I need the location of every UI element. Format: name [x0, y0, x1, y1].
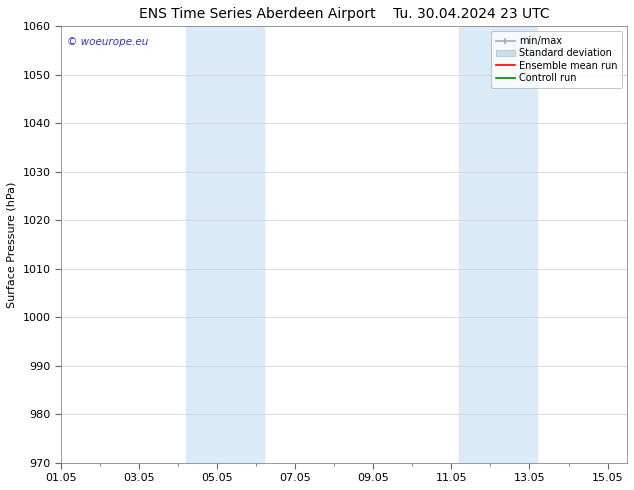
Text: © woeurope.eu: © woeurope.eu: [67, 37, 148, 47]
Bar: [459, 26, 498, 463]
Bar: [186, 26, 225, 463]
Bar: [498, 26, 537, 463]
Legend: min/max, Standard deviation, Ensemble mean run, Controll run: min/max, Standard deviation, Ensemble me…: [491, 31, 622, 88]
Y-axis label: Surface Pressure (hPa): Surface Pressure (hPa): [7, 181, 17, 308]
Title: ENS Time Series Aberdeen Airport    Tu. 30.04.2024 23 UTC: ENS Time Series Aberdeen Airport Tu. 30.…: [139, 7, 550, 21]
Bar: [225, 26, 264, 463]
